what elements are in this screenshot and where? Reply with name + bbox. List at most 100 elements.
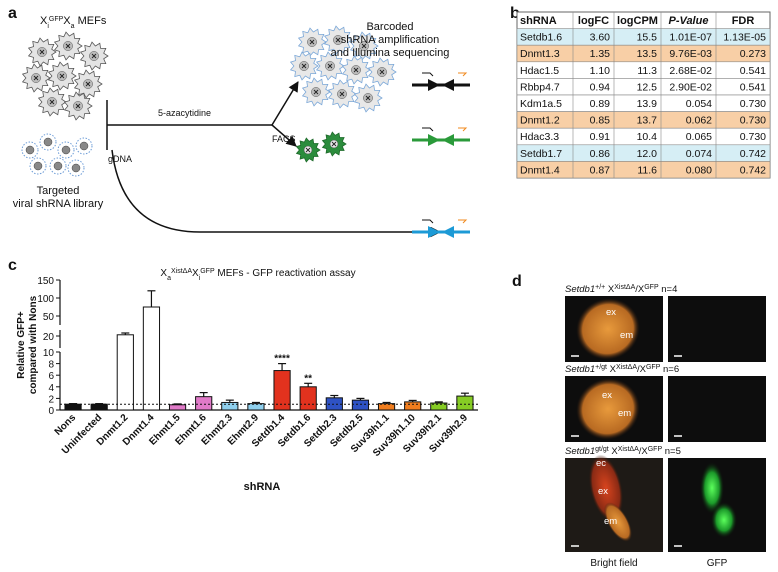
- panel-label: b: [510, 5, 520, 22]
- construct-arrow: [428, 79, 440, 91]
- primer: [422, 127, 434, 132]
- primer: [422, 72, 434, 77]
- bar: [430, 402, 448, 411]
- x-mark: [339, 91, 345, 97]
- x-mark: [65, 43, 71, 49]
- sequencing-label: Barcoded: [366, 21, 413, 33]
- virus: [43, 137, 53, 147]
- x-mark: [59, 73, 65, 79]
- sequencing-label: and Illumina sequencing: [331, 47, 450, 59]
- significance-label: ****: [274, 354, 290, 365]
- flow-arrow: [111, 149, 442, 238]
- embryo: [576, 298, 640, 360]
- virus: [61, 145, 71, 155]
- micrograph: [668, 376, 766, 442]
- construct-arrow: [428, 226, 440, 238]
- table-cell: 0.87: [590, 164, 611, 176]
- significance-label: **: [304, 373, 312, 384]
- region-label: ex: [606, 307, 616, 318]
- text-part: a: [71, 23, 75, 30]
- text-part: Setdb1: [565, 446, 595, 457]
- text-part: i: [47, 23, 49, 30]
- y-axis-label: compared with Nons: [28, 295, 39, 394]
- y-tick-label: 0: [48, 406, 54, 417]
- y-tick-label: 50: [43, 312, 55, 323]
- text-part: XistΔA: [171, 268, 192, 275]
- construct-arrow: [442, 226, 454, 238]
- construct-arrow: [442, 79, 454, 91]
- table-cell: 13.9: [637, 98, 658, 110]
- x-mark: [75, 103, 81, 109]
- y-tick-label: 6: [48, 371, 54, 382]
- virus: [33, 161, 43, 171]
- bar: [116, 334, 134, 411]
- text-part: X: [607, 364, 617, 375]
- table-cell: 2.68E-02: [669, 65, 712, 77]
- text-part: n=4: [659, 284, 678, 295]
- primer: [458, 127, 468, 132]
- text-part: XistΔA: [618, 446, 639, 453]
- bar: [377, 403, 396, 411]
- column-label: GFP: [707, 558, 728, 569]
- x-mark: [91, 53, 97, 59]
- text-part: GFP: [648, 446, 663, 453]
- virus-ring: [29, 157, 47, 175]
- text-part: a: [167, 275, 171, 282]
- table-cell: 0.742: [740, 164, 766, 176]
- text-part: X: [160, 268, 167, 279]
- bar: [142, 306, 161, 411]
- embryo: [576, 378, 640, 440]
- sequencing-label: shRNA amplification: [341, 34, 439, 46]
- table-header: logCPM: [617, 15, 658, 27]
- region-label: em: [604, 516, 617, 527]
- table-cell: 0.054: [686, 98, 712, 110]
- table-row: [516, 161, 771, 179]
- panel-label: d: [512, 273, 522, 290]
- table-cell: 0.730: [740, 115, 766, 127]
- bar: [221, 401, 239, 411]
- text-part: X: [605, 284, 615, 295]
- table-cell: 0.065: [686, 131, 712, 143]
- table-cell: 0.541: [740, 65, 766, 77]
- bar: [299, 386, 317, 411]
- column-label: Bright field: [590, 558, 637, 569]
- virus-ring: [67, 159, 85, 177]
- x-mark: [353, 67, 359, 73]
- text-part: Setdb1: [565, 284, 595, 295]
- bar: [273, 370, 291, 411]
- table-header: P-Value: [669, 15, 709, 27]
- table-cell: 12.5: [637, 81, 658, 93]
- x-mark: [335, 37, 341, 43]
- construct-arrow: [428, 134, 440, 146]
- table-cell: 0.742: [740, 148, 766, 160]
- mef-label: XiGFPXa MEFs: [40, 15, 107, 30]
- table-cell: 0.730: [740, 131, 766, 143]
- region-label: ex: [598, 486, 608, 497]
- chart-title: XaXistΔAXiGFP MEFs - GFP reactivation as…: [160, 268, 355, 282]
- table-cell: Hdac1.5: [520, 65, 559, 77]
- x-axis-label: shRNA: [244, 481, 281, 493]
- table-cell: 1.35: [590, 48, 611, 60]
- text-part: GFP: [200, 268, 215, 275]
- library-label: Targeted: [37, 185, 80, 197]
- gfp-signal: [700, 462, 724, 514]
- text-part: X: [609, 446, 619, 457]
- table-cell: 0.062: [686, 115, 712, 127]
- table-cell: 0.080: [686, 164, 712, 176]
- table-header: logFC: [578, 15, 609, 27]
- text-part: n=6: [660, 364, 679, 375]
- panel-label: c: [8, 257, 17, 274]
- y-axis-label: Relative GFP+: [16, 311, 27, 379]
- x-mark: [309, 39, 315, 45]
- primer: [458, 219, 468, 224]
- virus-ring: [39, 133, 57, 151]
- text-part: GFP: [646, 364, 661, 371]
- table-cell: 13.7: [637, 115, 658, 127]
- table-cell: 13.5: [637, 48, 658, 60]
- text-part: n=5: [662, 446, 681, 457]
- bar: [247, 403, 265, 411]
- table-cell: 12.0: [637, 148, 658, 160]
- sort-label: FACS: [272, 134, 296, 144]
- table-cell: 0.541: [740, 81, 766, 93]
